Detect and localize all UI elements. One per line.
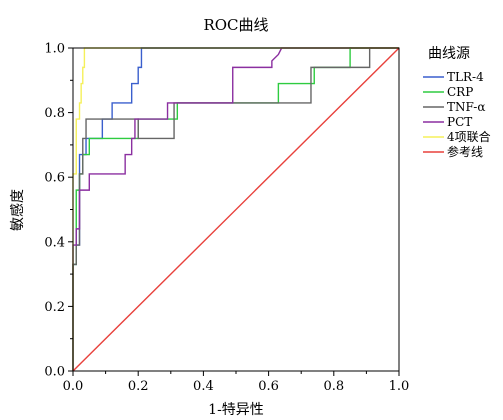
legend-label-0: TLR-4 <box>447 70 484 84</box>
y-tick-label: 0.6 <box>44 171 65 186</box>
series-line-3 <box>72 47 399 371</box>
legend-label-5: 参考线 <box>447 144 483 159</box>
y-tick-label: 0.2 <box>44 300 65 315</box>
y-tick-label: 0.0 <box>44 365 65 380</box>
x-tick-label: 0.6 <box>258 379 279 394</box>
y-axis-ticks: 0.0 0.2 0.4 0.6 0.8 1.0 <box>44 42 73 380</box>
legend-title: 曲线源 <box>428 46 470 62</box>
x-tick-label: 0.2 <box>128 379 149 394</box>
legend-label-1: CRP <box>447 85 473 99</box>
plot-series <box>72 47 400 372</box>
y-tick-label: 0.4 <box>44 235 65 250</box>
series-line-4 <box>72 47 399 371</box>
y-tick-label: 0.8 <box>44 106 65 121</box>
x-tick-label: 1.0 <box>389 379 410 394</box>
y-tick-label: 1.0 <box>44 42 65 57</box>
x-tick-label: 0.4 <box>193 379 214 394</box>
x-axis-label: 1-特异性 <box>208 402 264 418</box>
chart-title: ROC曲线 <box>203 16 268 34</box>
x-tick-label: 0.8 <box>323 379 344 394</box>
series-line-5 <box>72 47 400 372</box>
y-axis-label: 敏感度 <box>9 189 26 231</box>
legend-label-3: PCT <box>447 115 472 129</box>
x-tick-label: 0.0 <box>63 379 84 394</box>
legend-label-4: 4项联合 <box>447 129 491 144</box>
legend-label-2: TNF-α <box>447 100 485 114</box>
x-axis-ticks: 0.0 0.2 0.4 0.6 0.8 1.0 <box>63 371 410 394</box>
